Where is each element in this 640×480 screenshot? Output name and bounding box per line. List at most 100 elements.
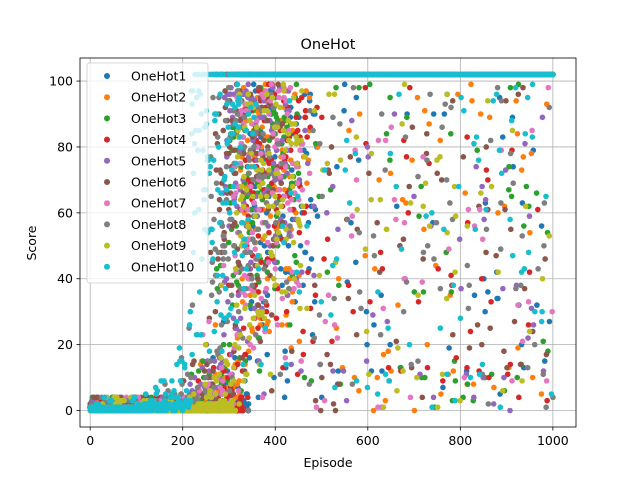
data-point — [335, 282, 342, 289]
data-point — [319, 114, 325, 121]
data-point — [266, 229, 272, 236]
data-point — [236, 378, 243, 384]
data-point — [405, 210, 412, 216]
data-point — [421, 107, 428, 114]
data-point — [356, 111, 363, 117]
data-point — [426, 121, 432, 127]
data-point — [538, 223, 545, 229]
data-point — [301, 210, 308, 216]
data-point — [478, 275, 485, 282]
data-point — [302, 249, 309, 256]
data-point — [294, 127, 301, 134]
data-point — [271, 374, 277, 381]
data-point — [246, 355, 253, 361]
data-point — [356, 84, 362, 91]
data-point — [304, 180, 310, 186]
data-point — [490, 401, 497, 407]
data-point — [284, 378, 291, 384]
data-point — [535, 206, 541, 213]
data-point — [293, 114, 299, 121]
data-point — [297, 242, 304, 249]
data-point — [213, 266, 220, 272]
data-point — [302, 107, 309, 114]
data-point — [302, 114, 309, 121]
data-point — [446, 345, 452, 351]
data-point — [279, 322, 285, 328]
data-point — [471, 292, 478, 299]
data-point — [364, 144, 371, 150]
data-point — [395, 302, 401, 308]
data-point — [453, 355, 460, 361]
data-point — [293, 81, 300, 88]
data-point — [256, 368, 263, 374]
data-point — [456, 236, 463, 243]
data-point — [225, 299, 231, 305]
data-point — [530, 322, 537, 328]
data-point — [464, 364, 470, 371]
data-point — [300, 328, 306, 335]
data-point — [379, 368, 385, 374]
data-point — [312, 292, 319, 299]
data-point — [406, 84, 413, 91]
data-point — [266, 328, 273, 335]
data-point — [527, 229, 533, 236]
data-point — [263, 308, 270, 315]
data-point — [303, 88, 310, 94]
data-point — [349, 117, 355, 124]
data-point — [468, 81, 474, 88]
data-point — [416, 213, 422, 219]
data-point — [245, 394, 251, 401]
data-point — [372, 266, 378, 272]
data-point — [350, 308, 356, 315]
data-point — [507, 407, 513, 414]
data-point — [187, 381, 193, 387]
data-point — [311, 203, 317, 210]
data-point — [312, 140, 319, 147]
data-point — [467, 328, 474, 335]
data-point — [245, 401, 252, 407]
data-point — [414, 94, 421, 101]
data-point — [255, 394, 262, 401]
data-point — [409, 157, 415, 163]
data-point — [387, 341, 393, 348]
data-point — [521, 223, 527, 229]
data-point — [499, 134, 506, 140]
data-point — [370, 407, 377, 414]
data-point — [486, 374, 492, 381]
data-point — [300, 282, 306, 289]
data-point — [289, 299, 296, 305]
data-point — [200, 358, 206, 364]
data-point — [501, 374, 507, 381]
data-point — [529, 374, 536, 381]
data-point — [371, 322, 377, 328]
data-point — [452, 378, 459, 384]
data-point — [278, 266, 284, 272]
data-point — [267, 213, 274, 219]
data-point — [481, 216, 487, 223]
data-point — [380, 351, 387, 358]
data-point — [255, 233, 262, 239]
data-point — [515, 345, 521, 351]
data-point — [324, 236, 331, 243]
data-point — [287, 322, 293, 328]
data-point — [533, 190, 540, 196]
data-point — [353, 94, 360, 101]
data-point — [403, 200, 409, 206]
data-point — [385, 348, 392, 355]
data-point — [367, 299, 373, 305]
data-point — [250, 81, 257, 88]
data-point — [341, 81, 348, 88]
data-point — [300, 351, 307, 358]
data-point — [195, 368, 202, 374]
data-point — [292, 252, 298, 259]
data-point — [440, 384, 446, 391]
data-point — [462, 190, 468, 196]
data-point — [240, 407, 246, 414]
data-point — [483, 167, 490, 173]
data-point — [504, 371, 511, 378]
data-point — [304, 160, 311, 167]
data-point — [288, 167, 295, 173]
data-point — [495, 295, 501, 302]
data-point — [387, 94, 393, 101]
data-point — [385, 364, 392, 371]
